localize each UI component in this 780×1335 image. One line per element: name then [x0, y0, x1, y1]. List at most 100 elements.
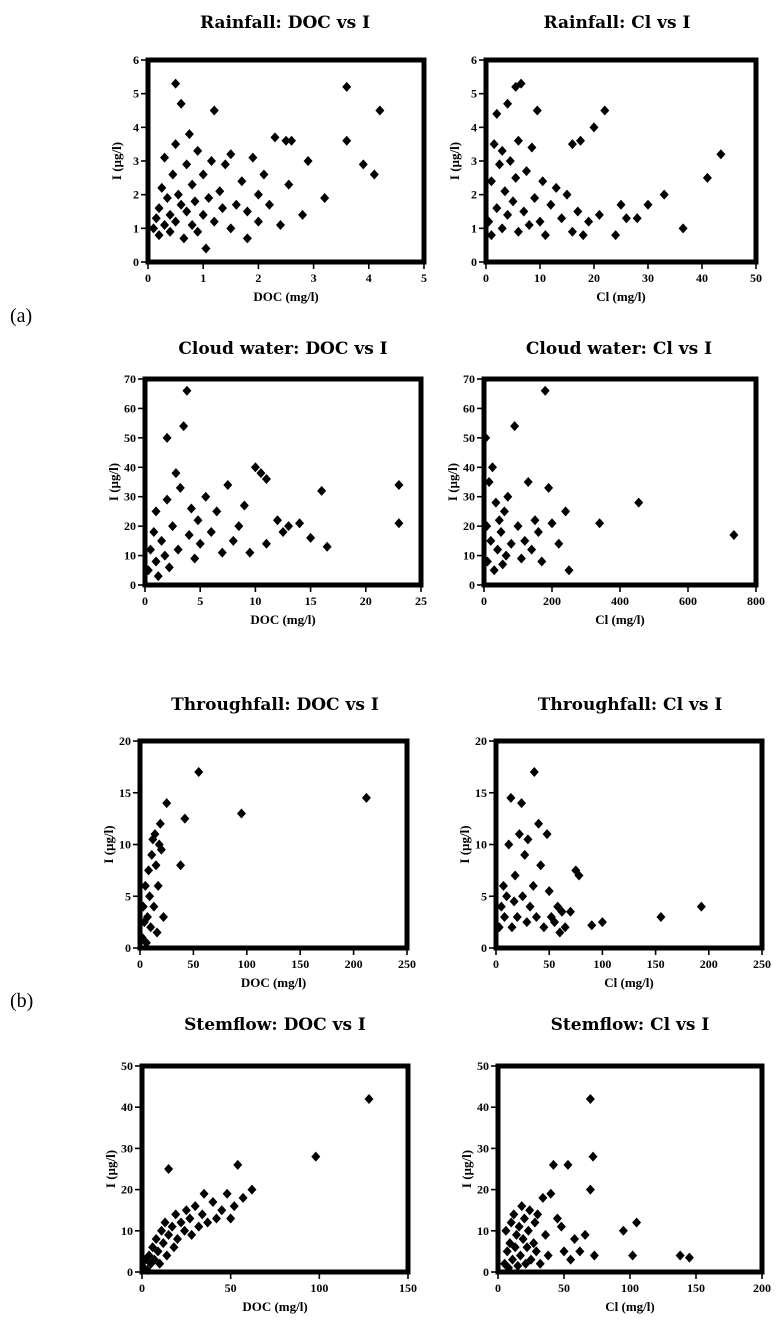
x-axis-label: Cl (mg/l) [605, 1299, 654, 1314]
data-point [197, 1209, 207, 1220]
data-point [150, 829, 160, 840]
data-point [546, 1188, 556, 1199]
data-point [505, 156, 515, 166]
data-point [311, 1151, 321, 1162]
y-tick-label: 30 [124, 490, 136, 504]
data-point [503, 209, 513, 220]
data-point [194, 1221, 204, 1232]
y-tick-label: 5 [125, 889, 131, 903]
data-point [514, 829, 524, 840]
data-point [195, 538, 205, 549]
data-point [491, 497, 501, 508]
data-point [486, 535, 496, 546]
data-point [186, 503, 196, 514]
x-tick-label: 0 [139, 1281, 145, 1295]
data-point [575, 1246, 585, 1257]
data-point [548, 1159, 558, 1170]
data-point [611, 230, 621, 241]
data-point [175, 482, 185, 493]
y-tick-label: 50 [124, 431, 136, 445]
x-tick-label: 4 [366, 271, 372, 285]
y-tick-label: 3 [133, 154, 139, 168]
data-point [532, 105, 542, 116]
x-tick-label: 10 [249, 594, 261, 608]
data-point [217, 1205, 227, 1216]
x-tick-label: 250 [753, 957, 771, 971]
data-point [498, 559, 508, 570]
data-point [616, 199, 626, 210]
data-point [618, 1225, 628, 1236]
data-point [494, 515, 504, 526]
x-axis-label: Cl (mg/l) [595, 612, 644, 627]
data-point [190, 1201, 200, 1212]
data-point [632, 1217, 642, 1228]
data-point [729, 529, 739, 540]
data-point [184, 129, 194, 140]
data-point [149, 223, 159, 234]
x-tick-label: 150 [647, 957, 665, 971]
plot-frame [495, 1063, 765, 1275]
x-tick-label: 200 [345, 957, 363, 971]
data-point [275, 219, 285, 230]
y-tick-label: 0 [127, 1265, 133, 1279]
data-point [544, 482, 554, 493]
data-point [512, 911, 522, 922]
y-tick-label: 10 [477, 1224, 489, 1238]
data-point [317, 485, 327, 496]
data-point [520, 535, 530, 546]
data-point [233, 1159, 243, 1170]
x-tick-label: 250 [398, 957, 416, 971]
x-tick-label: 100 [238, 957, 256, 971]
data-point [142, 1264, 152, 1275]
data-point [218, 203, 228, 214]
data-point [342, 135, 352, 146]
data-point [535, 1258, 545, 1269]
data-point [587, 920, 597, 931]
data-point [522, 917, 532, 928]
data-point [171, 78, 181, 89]
data-point [504, 1262, 514, 1273]
data-point [570, 1234, 580, 1245]
x-tick-label: 0 [142, 594, 148, 608]
data-point [517, 798, 527, 809]
data-point [237, 176, 247, 187]
data-point [209, 105, 219, 116]
data-point [510, 421, 520, 432]
data-point [342, 81, 352, 92]
chart-title: Cloud water: Cl vs I [526, 339, 712, 359]
y-tick-label: 40 [121, 1100, 133, 1114]
data-point [143, 565, 153, 576]
data-point [146, 544, 156, 555]
data-point [358, 159, 368, 170]
data-point [556, 1221, 566, 1232]
data-point [484, 216, 494, 227]
data-point [287, 135, 297, 146]
data-point [555, 927, 565, 938]
y-axis-label: I (µg/l) [106, 463, 121, 501]
data-point [160, 152, 170, 163]
data-point [510, 1242, 520, 1253]
data-point [154, 203, 164, 214]
data-point [141, 937, 151, 948]
data-point [203, 1217, 213, 1228]
data-point [306, 532, 316, 543]
data-point [264, 199, 274, 210]
data-point [514, 1221, 524, 1232]
chart-title: Throughfall: DOC vs I [171, 695, 379, 715]
x-tick-label: 3 [311, 271, 317, 285]
data-point [154, 230, 164, 241]
data-point [144, 1250, 154, 1261]
data-point [284, 179, 294, 190]
data-point [516, 553, 526, 564]
data-point [256, 468, 266, 479]
chart-title: Rainfall: Cl vs I [543, 13, 690, 33]
x-axis-label: DOC (mg/l) [253, 289, 318, 304]
data-point [562, 189, 572, 200]
data-point [171, 468, 181, 479]
data-point [552, 1213, 562, 1224]
plot-frame [142, 376, 424, 588]
y-axis-label: I (µg/l) [109, 142, 124, 180]
x-tick-label: 40 [696, 271, 708, 285]
chart-stemflow-doc: Stemflow: DOC vs I 0 50 100 150 0 10 20 30 40 50 D… [103, 1015, 417, 1314]
data-point [538, 1192, 548, 1203]
